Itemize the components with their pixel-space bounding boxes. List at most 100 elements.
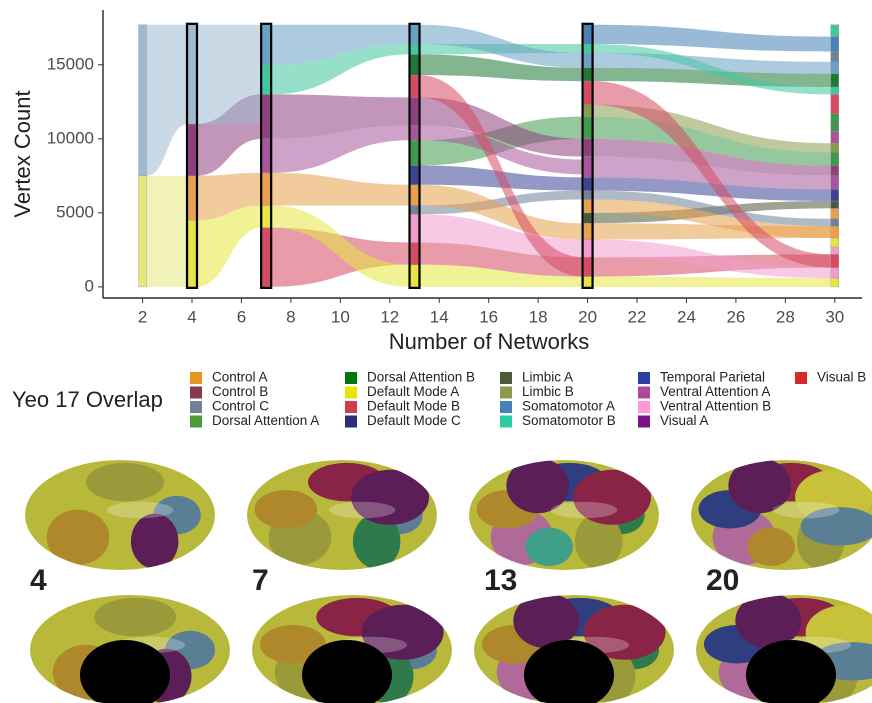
segment (831, 247, 839, 254)
segment (584, 157, 592, 178)
legend-label: Somatomotor B (522, 413, 616, 428)
legend-label: Control B (212, 384, 268, 399)
legend-label: Dorsal Attention B (367, 370, 475, 385)
segment (831, 268, 839, 278)
legend-swatch (500, 372, 512, 384)
segment (411, 242, 419, 264)
brain-view (474, 593, 674, 703)
segment (262, 65, 270, 95)
legend-title: Yeo 17 Overlap (12, 387, 163, 412)
legend-swatch (500, 387, 512, 399)
segment (188, 220, 196, 287)
segment (584, 25, 592, 44)
brain-region (525, 528, 573, 567)
x-tick-label: 12 (380, 307, 399, 326)
figure: Vertex Count Number of Networks Yeo 17 O… (0, 0, 872, 703)
segment (831, 152, 839, 165)
segment (831, 114, 839, 132)
segment (831, 226, 839, 238)
legend-swatch (500, 401, 512, 413)
segment (411, 185, 419, 206)
legend-label: Control C (212, 399, 269, 414)
segment (831, 219, 839, 226)
brain-view (696, 593, 872, 703)
brain-view (469, 458, 659, 570)
segment (262, 228, 270, 287)
x-tick-label: 28 (776, 307, 795, 326)
brain-view (25, 460, 215, 570)
segment (188, 176, 196, 220)
legend-swatch (190, 372, 202, 384)
legend-label: Limbic A (522, 370, 573, 385)
legend-swatch (190, 387, 202, 399)
segment (262, 139, 270, 173)
flow (592, 277, 831, 287)
legend-label: Temporal Parietal (660, 370, 765, 385)
x-tick-label: 4 (187, 307, 196, 326)
segment (584, 53, 592, 68)
x-tick-label: 16 (479, 307, 498, 326)
segment (831, 87, 839, 94)
segment (831, 189, 839, 201)
legend-swatch (345, 416, 357, 428)
segment (411, 214, 419, 242)
segment (831, 143, 839, 152)
y-tick-label: 15000 (47, 54, 94, 73)
brain-view (247, 460, 437, 570)
segment (584, 81, 592, 105)
legend-swatch (638, 401, 650, 413)
segment (584, 257, 592, 276)
legend-label: Default Mode B (367, 399, 460, 414)
legend-swatch (638, 387, 650, 399)
segment (188, 124, 196, 176)
segment (831, 176, 839, 189)
x-tick-label: 24 (677, 307, 696, 326)
segment (831, 278, 839, 287)
legend-label: Ventral Attention B (660, 399, 771, 414)
segment (411, 75, 419, 97)
segment (584, 44, 592, 53)
legend-label: Ventral Attention A (660, 384, 770, 399)
y-tick-label: 0 (85, 276, 94, 295)
brain-shine (551, 502, 618, 519)
legend-label: Control A (212, 370, 268, 385)
legend-swatch (500, 416, 512, 428)
legend-label: Visual B (817, 370, 866, 385)
brain-shine (107, 502, 174, 519)
segment (831, 208, 839, 218)
segment (411, 205, 419, 214)
brain-view (30, 595, 230, 703)
flow (196, 25, 262, 124)
x-tick-label: 30 (825, 307, 844, 326)
legend-swatch (345, 372, 357, 384)
y-tick-label: 10000 (47, 128, 94, 147)
segment (411, 165, 419, 184)
segment (584, 105, 592, 117)
segment (831, 25, 839, 28)
legend-swatch (638, 372, 650, 384)
legend-label: Default Mode C (367, 413, 461, 428)
segment (584, 68, 592, 81)
segment (831, 254, 839, 267)
flows (147, 25, 831, 287)
x-tick-label: 20 (578, 307, 597, 326)
segment (831, 62, 839, 74)
brain-region (47, 510, 110, 565)
x-tick-label: 8 (286, 307, 295, 326)
flow (147, 25, 188, 176)
y-tick-label: 5000 (56, 202, 94, 221)
segment (584, 191, 592, 200)
segment (262, 94, 270, 138)
brain-region (94, 598, 176, 637)
segment (831, 165, 839, 175)
segment (411, 44, 419, 54)
legend-swatch (190, 416, 202, 428)
segment (584, 139, 592, 157)
legend-label: Limbic B (522, 384, 574, 399)
legend-swatch (345, 387, 357, 399)
legend-label: Visual A (660, 413, 709, 428)
segment (831, 131, 839, 143)
x-tick-label: 2 (138, 307, 147, 326)
segment (584, 177, 592, 190)
brain-view (691, 458, 872, 570)
